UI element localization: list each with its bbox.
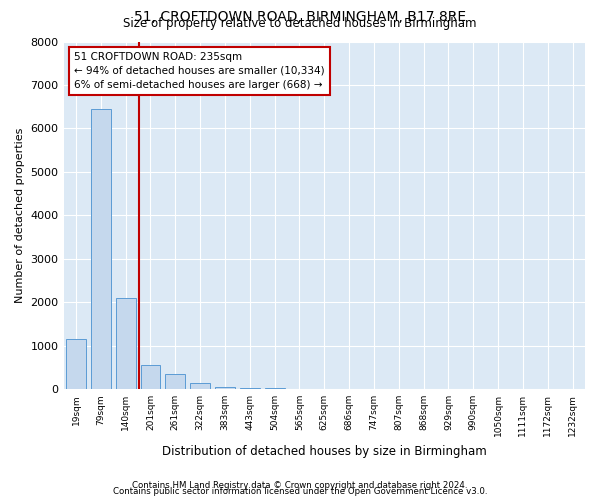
Bar <box>140 366 160 389</box>
Bar <box>190 382 210 389</box>
Bar <box>215 387 235 389</box>
Bar <box>265 388 284 389</box>
Bar <box>166 374 185 389</box>
Text: Contains public sector information licensed under the Open Government Licence v3: Contains public sector information licen… <box>113 487 487 496</box>
Bar <box>116 298 136 389</box>
Y-axis label: Number of detached properties: Number of detached properties <box>15 128 25 303</box>
Text: 51 CROFTDOWN ROAD: 235sqm
← 94% of detached houses are smaller (10,334)
6% of se: 51 CROFTDOWN ROAD: 235sqm ← 94% of detac… <box>74 52 325 90</box>
Text: 51, CROFTDOWN ROAD, BIRMINGHAM, B17 8RE: 51, CROFTDOWN ROAD, BIRMINGHAM, B17 8RE <box>134 10 466 24</box>
Bar <box>66 339 86 389</box>
Bar <box>91 109 111 389</box>
Bar <box>240 388 260 389</box>
X-axis label: Distribution of detached houses by size in Birmingham: Distribution of detached houses by size … <box>162 444 487 458</box>
Text: Contains HM Land Registry data © Crown copyright and database right 2024.: Contains HM Land Registry data © Crown c… <box>132 481 468 490</box>
Text: Size of property relative to detached houses in Birmingham: Size of property relative to detached ho… <box>123 18 477 30</box>
